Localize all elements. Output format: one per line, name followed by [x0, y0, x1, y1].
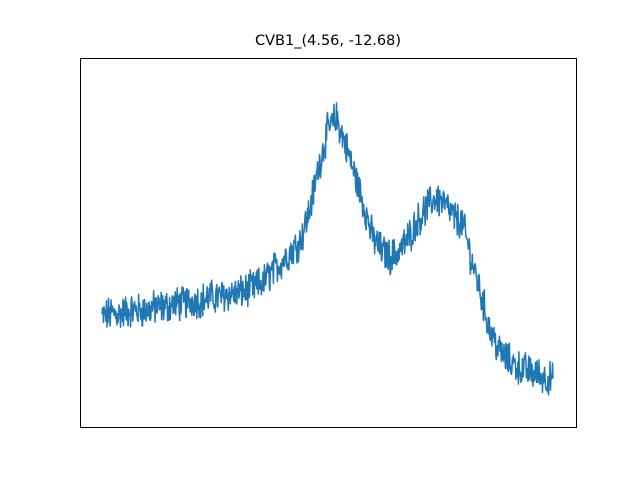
- chart-title: CVB1_(4.56, -12.68): [254, 33, 402, 49]
- plot-frame: [80, 58, 577, 428]
- series-line: [101, 102, 554, 396]
- series-layer: [101, 102, 554, 396]
